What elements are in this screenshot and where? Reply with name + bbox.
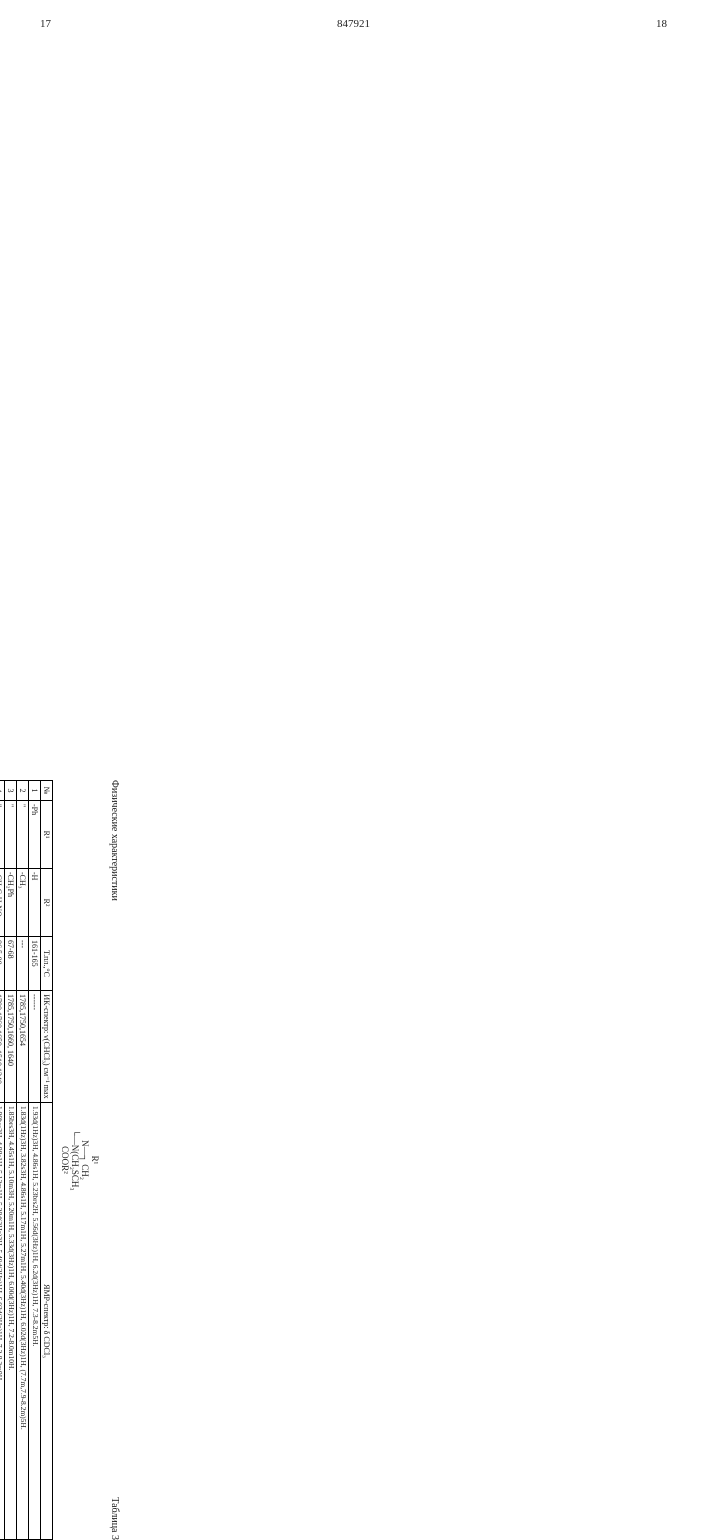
cell-nmr: 1.93d(1Hz)3H, 4.86s1H, 5.23brs2H, 5.56d(…	[29, 1103, 41, 1540]
rotated-content: Физические характеристики Таблица 3 R¹ N…	[0, 780, 120, 1540]
table-row: 3"-CH₂Ph67-681785,1750,1660, 16401.85brs…	[4, 781, 16, 1540]
page-right: 18	[656, 18, 667, 30]
cell-nmr: 1.90brs3H, 4.98s1H, 5.13m1H, 5.28d(3Hz)3…	[0, 1103, 4, 1540]
col-tpl: Т.пл.,°С	[41, 937, 53, 991]
page-left: 17	[40, 18, 51, 30]
table-title: Физические характеристики	[109, 780, 120, 901]
formula-l2: N—┐ CH₂	[79, 780, 89, 1540]
cell-r1: "	[16, 801, 28, 869]
cell-nmr: 1.83d(1Hz)3H, 3.82s3H, 4.86s1H, 5.17m1H,…	[16, 1103, 28, 1540]
cell-tpl: 161-165	[29, 937, 41, 991]
table-number: Таблица 3	[105, 1497, 120, 1540]
col-num: №	[41, 781, 53, 801]
table-header-row: № R¹ R² Т.пл.,°С ИК-спектр: ν(CHCl₃) см⁻…	[41, 781, 53, 1540]
cell-num: 3	[4, 781, 16, 801]
cell-num: 4	[0, 781, 4, 801]
formula-l3: └—N(CH₂SCH₃	[69, 780, 79, 1540]
cell-r1: "	[0, 801, 4, 869]
cell-tpl: 67-68	[4, 937, 16, 991]
col-r1: R¹	[41, 801, 53, 869]
cell-nmr: 1.85brs3H, 4.45s1H, 5.10m3H, 5.20m1H, 5.…	[4, 1103, 16, 1540]
cell-r2: -CH₃	[16, 869, 28, 937]
cell-ik: 1785,1750,1660, 1640	[4, 991, 16, 1103]
cell-r1: "	[4, 801, 16, 869]
cell-r2: -CH₂C₆H₄NO₂-p	[0, 869, 4, 937]
structural-formula: R¹ N—┐ CH₂ └—N(CH₂SCH₃ COOR²	[59, 780, 99, 1540]
cell-tpl: 86.5-88	[0, 937, 4, 991]
col-ik: ИК-спектр: ν(CHCl₃) см⁻¹ max	[41, 991, 53, 1103]
meta-line: Физические характеристики Таблица 3	[105, 780, 120, 1540]
table-row: 2"-CH₃---1785,1750,16541.83d(1Hz)3H, 3.8…	[16, 781, 28, 1540]
page-center: 847921	[337, 18, 370, 30]
col-r2: R²	[41, 869, 53, 937]
cell-r2: -H	[29, 869, 41, 937]
table-row: 1-Ph-H161-165------1.93d(1Hz)3H, 4.86s1H…	[29, 781, 41, 1540]
formula-l1: R¹	[89, 780, 99, 1540]
page-header: 17 847921 18	[40, 18, 667, 30]
cell-ik: 1790,1760,1659, 1510,1340	[0, 991, 4, 1103]
table-row: 4"-CH₂C₆H₄NO₂-p86.5-881790,1760,1659, 15…	[0, 781, 4, 1540]
cell-num: 1	[29, 781, 41, 801]
table-body: 1-Ph-H161-165------1.93d(1Hz)3H, 4.86s1H…	[0, 781, 41, 1540]
cell-r1: -Ph	[29, 801, 41, 869]
data-table: № R¹ R² Т.пл.,°С ИК-спектр: ν(CHCl₃) см⁻…	[0, 780, 53, 1540]
cell-tpl: ---	[16, 937, 28, 991]
cell-ik: ------	[29, 991, 41, 1103]
formula-l4: COOR²	[59, 780, 69, 1540]
col-nmr: ЯМР-спектр: δ CDCl₃	[41, 1103, 53, 1540]
cell-r2: -CH₂Ph	[4, 869, 16, 937]
cell-ik: 1785,1750,1654	[16, 991, 28, 1103]
cell-num: 2	[16, 781, 28, 801]
